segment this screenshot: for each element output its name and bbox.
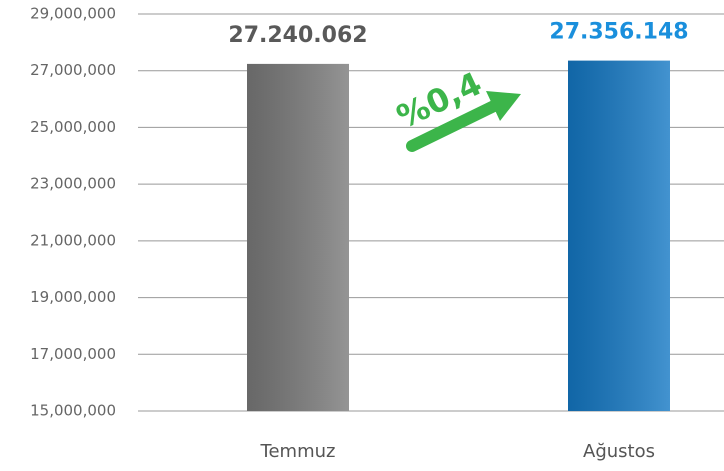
bar-shade [568, 60, 670, 412]
value-label: 27.356.148 [549, 20, 688, 45]
y-tick-label: 29,000,000 [30, 5, 116, 23]
y-tick-label: 15,000,000 [30, 402, 116, 420]
y-tick-label: 23,000,000 [30, 175, 116, 193]
y-tick-label: 27,000,000 [30, 61, 116, 79]
growth-arrow [406, 99, 502, 152]
y-tick-label: 25,000,000 [30, 118, 116, 136]
annotation: %0,4 [391, 64, 487, 136]
value-label: 27.240.062 [228, 23, 367, 48]
bar-shade [247, 63, 349, 412]
y-tick-label: 21,000,000 [30, 231, 116, 249]
x-tick-label: Temmuz [260, 441, 336, 462]
y-tick-label: 17,000,000 [30, 345, 116, 363]
x-tick-label: Ağustos [583, 441, 655, 462]
y-tick-label: 19,000,000 [30, 288, 116, 306]
arrow-head [486, 91, 521, 121]
